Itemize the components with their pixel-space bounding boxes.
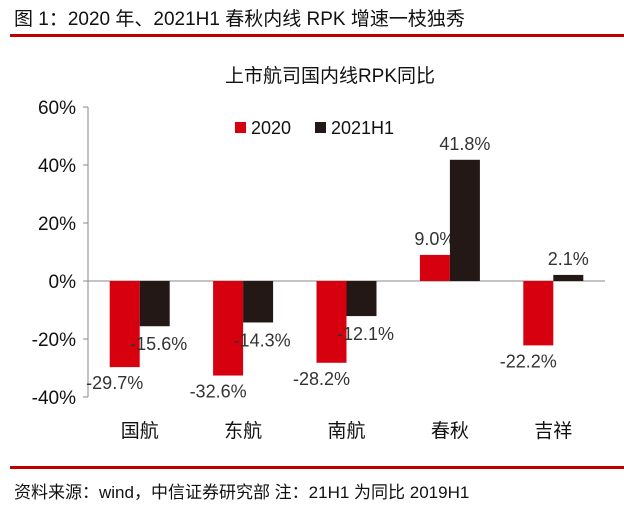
data-label: -14.3%: [234, 330, 291, 350]
bar-2021H1: [553, 274, 584, 281]
data-label: -12.1%: [337, 324, 394, 344]
figure-title: 图 1：2020 年、2021H1 春秋内线 RPK 增速一枝独秀: [14, 9, 465, 30]
bar-2021H1: [449, 159, 480, 281]
legend-swatch: [235, 122, 246, 133]
y-tick-label: -40%: [32, 388, 76, 409]
legend-label: 2020: [251, 118, 291, 138]
x-tick-label: 春秋: [431, 420, 469, 442]
x-tick-label: 国航: [121, 420, 159, 442]
y-tick-label: -20%: [32, 330, 76, 351]
y-tick-label: 0%: [49, 272, 77, 293]
data-label: -15.6%: [130, 334, 187, 354]
data-label: 2.1%: [548, 249, 589, 269]
data-label: -22.2%: [500, 351, 557, 371]
bar-2020: [316, 281, 347, 363]
bar-2021H1: [346, 281, 377, 317]
legend-swatch: [315, 122, 326, 133]
data-label: -28.2%: [293, 369, 350, 389]
y-tick-label: 40%: [38, 156, 76, 177]
bar-2020: [213, 281, 244, 376]
source-note: 资料来源：wind，中信证券研究部 注：21H1 为同比 2019H1: [14, 483, 470, 502]
x-tick-label: 吉祥: [534, 420, 572, 442]
title-rule: [10, 34, 624, 37]
y-tick-label: 60%: [38, 98, 76, 119]
legend-label: 2021H1: [331, 118, 394, 138]
chart-title: 上市航司国内线RPK同比: [225, 65, 435, 87]
bar-2020: [419, 254, 450, 281]
bar-2021H1: [139, 281, 170, 327]
bar-2020: [523, 281, 554, 346]
footer-rule: [10, 466, 624, 469]
x-tick-label: 东航: [224, 420, 262, 442]
data-label: 41.8%: [439, 134, 490, 154]
x-tick-label: 南航: [327, 420, 365, 442]
data-label: -32.6%: [190, 382, 247, 402]
bar-2020: [109, 281, 140, 368]
y-tick-label: 20%: [38, 214, 76, 235]
data-label: 9.0%: [414, 229, 455, 249]
bar-2021H1: [243, 281, 274, 323]
data-label: -29.7%: [86, 373, 143, 393]
